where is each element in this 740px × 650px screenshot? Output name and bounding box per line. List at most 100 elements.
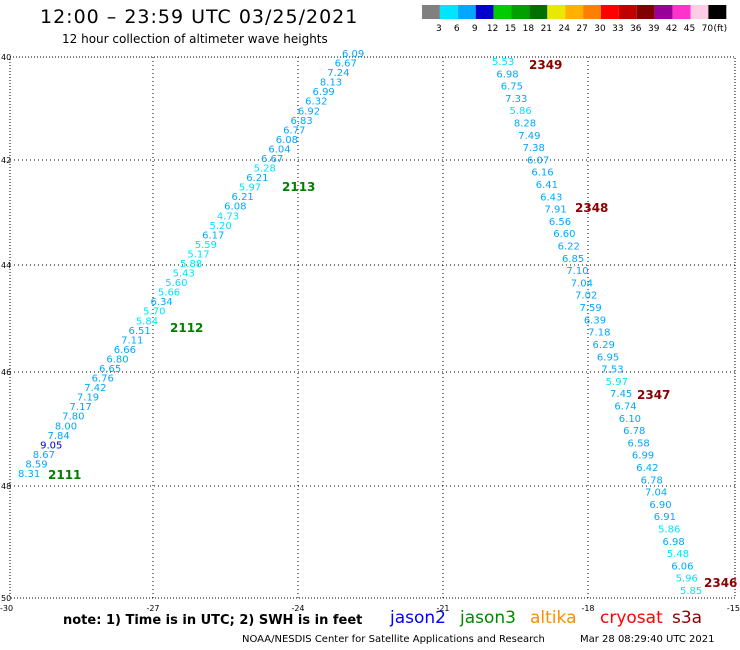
- legend-swatch: [690, 5, 709, 19]
- x-tick-label: -15: [727, 604, 740, 613]
- x-tick-label: -21: [436, 604, 449, 613]
- wave-height-value: 8.13: [320, 78, 342, 89]
- wave-height-value: 7.24: [327, 68, 349, 79]
- credit-line: NOAA/NESDIS Center for Satellite Applica…: [242, 634, 545, 645]
- wave-height-value: 6.99: [632, 451, 654, 462]
- wave-height-value: 8.31: [18, 469, 40, 480]
- wave-height-value: 7.18: [588, 328, 610, 339]
- wave-height-value: 6.78: [623, 426, 645, 437]
- legend-label: 24: [558, 24, 570, 34]
- wave-height-value: 6.60: [553, 229, 575, 240]
- wave-height-value: 7.45: [610, 389, 632, 400]
- wave-height-value: 7.33: [505, 94, 527, 105]
- wave-height-value: 6.76: [92, 374, 114, 385]
- wave-height-value: 5.84: [136, 316, 158, 327]
- wave-height-value: 6.32: [305, 97, 327, 108]
- y-tick-label: 40: [1, 53, 11, 62]
- satellite-jason3: jason3: [460, 608, 516, 628]
- legend-swatch: [529, 5, 548, 19]
- wave-height-value: 8.28: [514, 119, 536, 130]
- x-tick-label: -18: [581, 604, 594, 613]
- wave-height-value: 6.04: [268, 144, 290, 155]
- wave-height-value: 7.80: [62, 412, 84, 423]
- wave-height-value: 6.95: [597, 352, 619, 363]
- legend-swatch: [565, 5, 584, 19]
- time-labels: 2349 2348 2347 2346 2113 2112 2111: [48, 58, 737, 590]
- legend-label: 33: [612, 24, 623, 34]
- legend-label: 18: [523, 24, 535, 34]
- pass-time-label: 2111: [48, 468, 81, 482]
- satellite-cryosat: cryosat: [600, 608, 663, 628]
- wave-height-value: 8.59: [25, 459, 47, 470]
- wave-height-value: 6.83: [290, 116, 312, 127]
- y-tick-label: 46: [1, 368, 11, 377]
- footer-note: note: 1) Time is in UTC; 2) SWH is in fe…: [63, 613, 363, 628]
- wave-height-value: 5.88: [180, 259, 202, 270]
- wave-height-value: 6.22: [558, 242, 580, 253]
- wave-height-value: 7.04: [645, 488, 667, 499]
- legend-swatch: [654, 5, 673, 19]
- wave-height-value: 5.97: [606, 377, 628, 388]
- wave-height-value: 8.00: [55, 421, 77, 432]
- y-tick-label: 48: [1, 482, 11, 491]
- pass-time-label: 2346: [704, 576, 737, 590]
- wave-height-value: 4.73: [217, 211, 239, 222]
- wave-height-value: 7.38: [523, 143, 545, 154]
- wave-height-value: 6.98: [496, 69, 518, 80]
- legend-label: 30: [594, 24, 606, 34]
- wave-height-value: 6.42: [636, 463, 658, 474]
- satellite-s3a: s3a: [672, 608, 703, 628]
- x-tick-label: -27: [146, 604, 159, 613]
- wave-height-value: 5.43: [173, 269, 195, 280]
- wave-height-value: 5.96: [676, 574, 698, 585]
- legend-swatch: [493, 5, 512, 19]
- wave-height-value: 6.65: [99, 364, 121, 375]
- wave-height-value: 7.10: [566, 266, 588, 277]
- legend-label: 70: [702, 24, 714, 34]
- legend-swatch: [457, 5, 476, 19]
- wave-height-value: 8.67: [33, 450, 55, 461]
- wave-height-value: 6.91: [654, 512, 676, 523]
- wave-height-value: 6.85: [562, 254, 584, 265]
- wave-height-value: 5.86: [509, 106, 531, 117]
- pass-time-label: 2347: [637, 388, 670, 402]
- wave-height-value: 6.51: [128, 326, 150, 337]
- y-tick-label: 44: [1, 261, 11, 270]
- wave-height-value: 6.77: [283, 125, 305, 136]
- wave-height-value: 6.06: [671, 561, 693, 572]
- wave-height-value: 6.29: [593, 340, 615, 351]
- legend-swatch: [672, 5, 691, 19]
- satellite-altika: altika: [530, 608, 577, 628]
- wave-height-value: 6.90: [649, 500, 671, 511]
- pass-time-label: 2113: [282, 180, 315, 194]
- legend-swatch: [547, 5, 566, 19]
- wave-height-value: 7.53: [601, 365, 623, 376]
- wave-height-value: 7.02: [575, 291, 597, 302]
- wave-height-value: 6.99: [313, 87, 335, 98]
- legend-label: 3: [436, 24, 442, 34]
- wave-height-value: 5.86: [658, 524, 680, 535]
- pass-time-label: 2112: [170, 321, 203, 335]
- wave-height-value: 7.11: [121, 335, 143, 346]
- legend-label: 36: [630, 24, 642, 34]
- wave-height-value: 7.59: [579, 303, 601, 314]
- wave-height-value: 6.67: [335, 59, 357, 70]
- wave-height-value: 6.17: [202, 230, 224, 241]
- wave-height-value: 5.48: [667, 549, 689, 560]
- wave-height-value: 6.74: [614, 401, 636, 412]
- wave-height-value: 7.42: [84, 383, 106, 394]
- wave-height-value: 6.08: [224, 202, 246, 213]
- wave-height-value: 7.84: [47, 431, 69, 442]
- wave-height-value: 5.53: [492, 57, 514, 68]
- wave-height-value: 5.60: [165, 278, 187, 289]
- wave-height-value: 6.41: [536, 180, 558, 191]
- x-tick-label: -24: [291, 604, 304, 613]
- legend-label: 6: [454, 24, 460, 34]
- y-tick-label: 50: [1, 594, 11, 603]
- wave-height-value: 7.19: [77, 393, 99, 404]
- legend-label: 45: [684, 24, 695, 34]
- legend-swatch: [601, 5, 619, 19]
- legend-label: 39: [648, 24, 660, 34]
- wave-height-value: 6.10: [619, 414, 641, 425]
- wave-height-value: 6.58: [628, 438, 650, 449]
